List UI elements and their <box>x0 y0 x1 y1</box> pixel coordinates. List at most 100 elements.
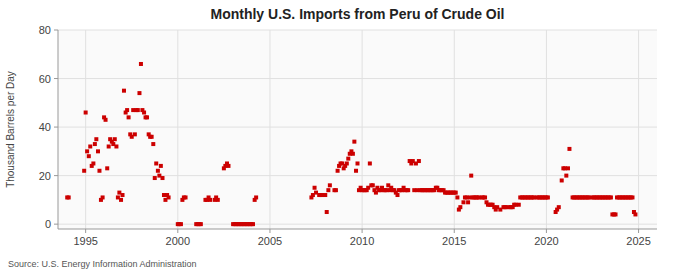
points <box>65 62 637 226</box>
point <box>107 144 111 148</box>
point <box>406 188 410 192</box>
point <box>84 111 88 115</box>
point <box>633 212 637 216</box>
source-note: Source: U.S. Energy Information Administ… <box>8 259 197 269</box>
x-tick-label: 2000 <box>166 235 190 247</box>
point <box>85 149 89 153</box>
y-grid-line <box>58 127 657 128</box>
point <box>351 152 355 156</box>
point <box>127 115 131 119</box>
point <box>458 205 462 209</box>
point <box>566 166 570 170</box>
point <box>122 89 126 93</box>
x-tick-label: 2025 <box>626 235 650 247</box>
point <box>125 108 129 112</box>
point <box>101 195 105 199</box>
point <box>417 159 421 163</box>
point <box>87 154 91 158</box>
point <box>156 169 160 173</box>
point <box>151 142 155 146</box>
x-grid-line <box>454 30 455 229</box>
y-tick-label: 60 <box>39 73 51 85</box>
plot-area <box>58 30 657 229</box>
point <box>136 108 140 112</box>
point <box>455 195 459 199</box>
point <box>313 186 317 190</box>
point <box>226 164 230 168</box>
point <box>88 144 92 148</box>
x-tick <box>85 229 86 233</box>
y-tick-label: 0 <box>45 218 51 230</box>
point <box>113 137 117 141</box>
point <box>153 176 157 180</box>
point <box>564 174 568 178</box>
title: Monthly U.S. Imports from Peru of Crude … <box>210 6 504 22</box>
point <box>133 132 137 136</box>
point <box>345 161 349 165</box>
point <box>93 142 97 146</box>
point <box>137 91 141 95</box>
y-tick <box>54 224 58 225</box>
point <box>94 137 98 141</box>
point <box>159 164 163 168</box>
point <box>483 195 487 199</box>
point <box>167 195 171 199</box>
y-tick <box>54 175 58 176</box>
point <box>119 198 123 202</box>
point <box>454 191 458 195</box>
x-tick <box>546 229 547 233</box>
x-tick <box>269 229 270 233</box>
point <box>334 188 338 192</box>
point <box>161 176 165 180</box>
point <box>150 135 154 139</box>
x-tick-label: 1995 <box>73 235 97 247</box>
point <box>614 212 618 216</box>
point <box>567 147 571 151</box>
x-tick <box>362 229 363 233</box>
point <box>346 157 350 161</box>
y-grid-line <box>58 30 657 31</box>
point <box>114 144 118 148</box>
point <box>179 222 183 226</box>
point <box>560 178 564 182</box>
point <box>199 222 203 226</box>
point <box>609 195 613 199</box>
point <box>326 188 330 192</box>
point <box>105 166 109 170</box>
point <box>154 161 158 165</box>
point <box>395 193 399 197</box>
point <box>466 200 470 204</box>
point <box>216 198 220 202</box>
point <box>184 195 188 199</box>
axes: 0204060801995200020052010201520202025 <box>39 24 657 247</box>
y-tick-label: 20 <box>39 170 51 182</box>
y-grid-line <box>58 78 657 79</box>
point <box>82 169 86 173</box>
point <box>354 169 358 173</box>
point <box>121 193 125 197</box>
chart: 0204060801995200020052010201520202025Mon… <box>0 0 675 275</box>
point <box>630 195 634 199</box>
point <box>368 161 372 165</box>
point <box>517 203 521 207</box>
x-grid-line <box>269 30 270 229</box>
x-tick-label: 2015 <box>442 235 466 247</box>
x-grid-line <box>85 30 86 229</box>
point <box>323 193 327 197</box>
point <box>328 183 332 187</box>
point <box>546 195 550 199</box>
x-tick <box>638 229 639 233</box>
point <box>469 174 473 178</box>
y-tick <box>54 30 58 31</box>
point <box>91 161 95 165</box>
point <box>557 205 561 209</box>
point <box>67 195 71 199</box>
y-axis-line <box>58 30 59 229</box>
point <box>352 140 356 144</box>
point <box>325 210 329 214</box>
x-grid-line <box>177 30 178 229</box>
x-grid-line <box>362 30 363 229</box>
x-tick-label: 2020 <box>534 235 558 247</box>
point <box>371 183 375 187</box>
y-tick <box>54 127 58 128</box>
